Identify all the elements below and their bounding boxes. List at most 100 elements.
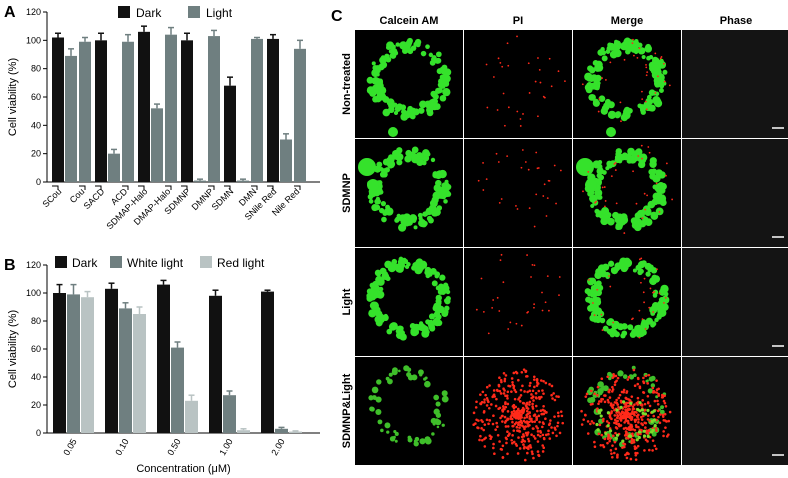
red-cell-dot bbox=[492, 446, 495, 450]
red-cell-dot bbox=[507, 64, 510, 67]
red-cell-dot bbox=[627, 398, 630, 401]
red-cell-dot bbox=[655, 379, 658, 382]
red-cell-dot bbox=[632, 170, 634, 173]
red-cell-dot bbox=[613, 421, 616, 425]
red-cell-dot bbox=[527, 420, 531, 424]
green-cell-dot bbox=[441, 395, 449, 403]
red-cell-dot bbox=[601, 397, 605, 401]
red-cell-dot bbox=[641, 318, 644, 321]
green-cell-dot bbox=[623, 258, 633, 268]
red-cell-dot bbox=[646, 440, 649, 443]
red-cell-dot bbox=[636, 396, 640, 400]
red-cell-dot bbox=[654, 447, 658, 451]
red-cell-dot bbox=[537, 57, 539, 59]
green-cell-dot bbox=[434, 94, 439, 100]
green-cell-dot bbox=[660, 405, 665, 410]
green-cell-dot bbox=[394, 105, 401, 112]
green-cell-dot bbox=[585, 86, 593, 94]
red-cell-dot bbox=[511, 424, 515, 428]
red-cell-dot bbox=[515, 322, 518, 325]
green-cell-dot bbox=[593, 80, 598, 85]
green-cell-dot bbox=[644, 45, 652, 53]
red-cell-dot bbox=[535, 415, 538, 419]
red-cell-dot bbox=[607, 390, 611, 394]
green-cell-dot bbox=[438, 283, 445, 290]
red-cell-dot bbox=[551, 397, 554, 400]
red-cell-dot bbox=[502, 92, 505, 95]
green-cell-dot bbox=[411, 374, 418, 381]
green-cell-dot bbox=[646, 265, 652, 271]
green-cell-dot bbox=[398, 329, 405, 337]
red-cell-dot bbox=[611, 455, 614, 459]
red-cell-dot bbox=[528, 400, 532, 404]
red-cell-dot bbox=[596, 394, 599, 397]
red-cell-dot bbox=[643, 449, 646, 452]
red-cell-dot bbox=[531, 389, 535, 393]
red-cell-dot bbox=[526, 407, 530, 410]
red-cell-dot bbox=[619, 424, 623, 427]
green-cell-dot bbox=[422, 211, 428, 217]
y-axis-label: Cell viability (%) bbox=[7, 310, 19, 388]
y-tick-label: 100 bbox=[26, 35, 41, 45]
red-cell-dot bbox=[616, 376, 620, 380]
red-cell-dot bbox=[492, 442, 495, 446]
red-cell-dot bbox=[640, 418, 644, 421]
red-cell-dot bbox=[635, 202, 638, 205]
green-cell-dot bbox=[655, 395, 659, 399]
green-cell-dot bbox=[589, 314, 597, 322]
red-cell-dot bbox=[521, 411, 525, 415]
green-cell-dot bbox=[659, 58, 664, 64]
green-cell-dot bbox=[372, 77, 379, 84]
green-cell-dot bbox=[605, 49, 611, 54]
red-cell-dot bbox=[592, 302, 594, 304]
red-cell-dot bbox=[539, 409, 543, 413]
red-cell-dot bbox=[627, 421, 630, 425]
green-blob bbox=[606, 127, 616, 137]
red-cell-dot bbox=[553, 164, 556, 167]
red-cell-dot bbox=[560, 414, 564, 418]
red-cell-dot bbox=[564, 80, 566, 83]
green-cell-dot bbox=[426, 215, 433, 222]
red-cell-dot bbox=[506, 42, 509, 45]
red-cell-dot bbox=[512, 386, 516, 390]
red-cell-dot bbox=[608, 414, 612, 418]
red-cell-dot bbox=[644, 208, 647, 211]
green-cell-dot bbox=[638, 160, 646, 169]
red-cell-dot bbox=[642, 381, 646, 385]
red-cell-dot bbox=[545, 215, 548, 217]
red-cell-dot bbox=[511, 441, 514, 445]
red-cell-dot bbox=[522, 439, 525, 443]
green-cell-dot bbox=[662, 69, 668, 75]
red-cell-dot bbox=[498, 201, 501, 204]
red-cell-dot bbox=[631, 410, 634, 413]
red-cell-dot bbox=[645, 108, 648, 111]
bar bbox=[171, 347, 184, 433]
green-cell-dot bbox=[620, 113, 629, 122]
red-cell-dot bbox=[663, 80, 666, 83]
red-cell-dot bbox=[488, 434, 492, 438]
green-cell-dot bbox=[641, 54, 646, 60]
green-cell-dot bbox=[663, 291, 669, 297]
green-cell-dot bbox=[376, 290, 385, 299]
red-cell-dot bbox=[640, 281, 642, 284]
green-cell-dot bbox=[406, 367, 412, 373]
category-bracket bbox=[52, 185, 59, 190]
red-cell-dot bbox=[601, 443, 605, 447]
red-cell-dot bbox=[515, 410, 518, 413]
y-tick-label: 120 bbox=[26, 7, 41, 17]
green-cell-dot bbox=[407, 48, 414, 55]
bar bbox=[181, 40, 193, 183]
green-cell-dot bbox=[646, 408, 650, 413]
red-cell-dot bbox=[477, 419, 480, 422]
y-tick-label: 0 bbox=[36, 177, 41, 187]
microscopy-tile bbox=[573, 139, 681, 247]
green-cell-dot bbox=[598, 167, 603, 172]
red-cell-dot bbox=[508, 384, 512, 388]
green-cell-dot bbox=[375, 83, 383, 91]
red-cell-dot bbox=[667, 433, 670, 436]
microscopy-tile bbox=[464, 30, 572, 138]
green-cell-dot bbox=[589, 277, 597, 285]
green-cell-dot bbox=[381, 216, 387, 223]
red-cell-dot bbox=[526, 422, 529, 425]
green-cell-dot bbox=[614, 263, 620, 268]
